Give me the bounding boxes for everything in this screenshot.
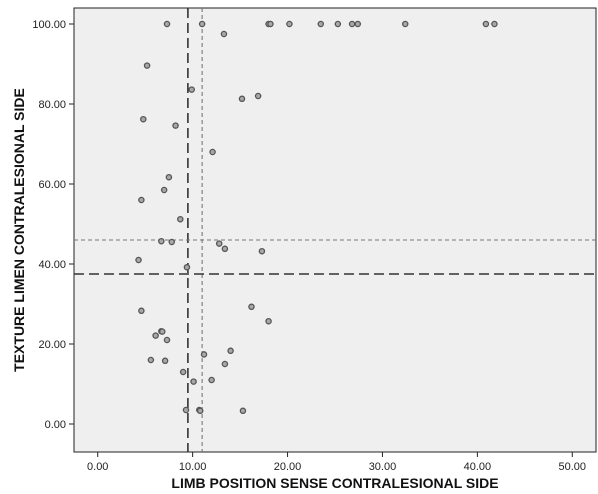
x-tick-label: 50.00 (559, 461, 587, 473)
x-tick-label: 40.00 (464, 461, 492, 473)
x-tick-label: 30.00 (369, 461, 397, 473)
data-point (335, 21, 340, 26)
data-point (164, 21, 169, 26)
data-point (159, 239, 164, 244)
plot-background (74, 8, 596, 452)
data-point (164, 337, 169, 342)
data-point (210, 149, 215, 154)
data-point (162, 187, 167, 192)
data-point (184, 265, 189, 270)
data-point (163, 358, 168, 363)
x-axis-title: LIMB POSITION SENSE CONTRALESIONAL SIDE (171, 475, 498, 491)
data-point (139, 197, 144, 202)
data-point (173, 123, 178, 128)
data-point (222, 246, 227, 251)
data-point (222, 361, 227, 366)
x-tick-label: 10.00 (179, 461, 207, 473)
y-axis-title: TEXTURE LIMEN CONTRALESIONAL SIDE (11, 88, 27, 372)
data-point (148, 357, 153, 362)
data-point (318, 21, 323, 26)
data-point (183, 407, 188, 412)
data-point (287, 21, 292, 26)
data-point (483, 21, 488, 26)
data-point (139, 308, 144, 313)
x-axis: 0.00 10.00 20.00 30.00 40.00 50.00 (87, 452, 586, 473)
data-point (153, 333, 158, 338)
data-point (198, 408, 203, 413)
y-tick-label: 20.00 (38, 339, 66, 351)
data-point (256, 93, 261, 98)
x-tick-label: 0.00 (87, 461, 108, 473)
data-point (221, 31, 226, 36)
y-tick-label: 60.00 (38, 179, 66, 191)
y-tick-label: 0.00 (45, 419, 66, 431)
data-point (259, 249, 264, 254)
data-point (191, 379, 196, 384)
data-point (249, 304, 254, 309)
data-point (181, 369, 186, 374)
data-point (178, 217, 183, 222)
data-point (403, 21, 408, 26)
data-point (355, 21, 360, 26)
data-point (144, 63, 149, 68)
data-point (141, 117, 146, 122)
data-point (189, 87, 194, 92)
data-point (201, 352, 206, 357)
data-point (160, 329, 165, 334)
data-point (492, 21, 497, 26)
y-axis: 0.00 20.00 40.00 60.00 80.00 100.00 (32, 19, 74, 431)
data-point (209, 377, 214, 382)
data-point (228, 348, 233, 353)
data-point (217, 241, 222, 246)
data-point (136, 257, 141, 262)
data-point (169, 239, 174, 244)
y-tick-label: 100.00 (32, 19, 66, 31)
data-point (239, 96, 244, 101)
y-tick-label: 80.00 (38, 99, 66, 111)
x-tick-label: 20.00 (274, 461, 302, 473)
data-point (349, 21, 354, 26)
data-point (166, 175, 171, 180)
data-point (268, 21, 273, 26)
data-point (240, 408, 245, 413)
y-tick-label: 40.00 (38, 259, 66, 271)
data-point (200, 21, 205, 26)
data-point (266, 319, 271, 324)
